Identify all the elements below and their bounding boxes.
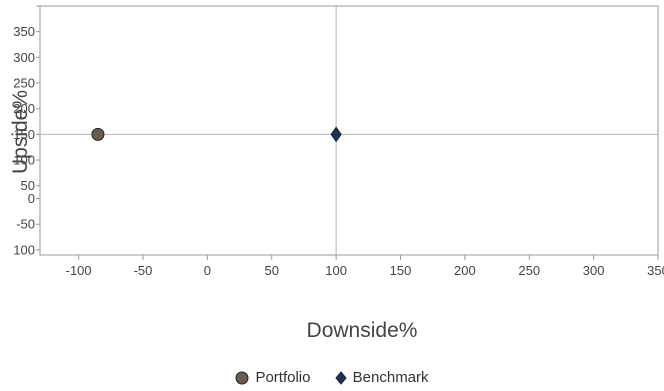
x-tick-label: 200 [454,263,476,278]
x-tick-label: 350 [647,263,664,278]
x-tick-label: 0 [204,263,211,278]
y-tick-label: 100 [13,153,35,168]
y-tick-label: 350 [13,24,35,39]
y-tick-label: 100 [13,242,35,257]
y-tick-label: 150 [13,127,35,142]
x-tick-label: 150 [390,263,412,278]
benchmark-point[interactable] [330,126,342,143]
y-tick-label: 250 [13,76,35,91]
legend-label-portfolio: Portfolio [255,369,311,386]
legend-item-benchmark[interactable]: Benchmark [335,369,429,386]
y-tick-label: 50 [21,178,35,193]
y-tick-label: 300 [13,50,35,65]
y-tick-label: 200 [13,101,35,116]
benchmark-diamond-icon [335,370,347,385]
y-tick-label: 0 [28,191,35,206]
x-tick-label: 50 [265,263,279,278]
x-tick-label: -50 [134,263,153,278]
legend-label-benchmark: Benchmark [352,369,429,386]
legend-item-portfolio[interactable]: Portfolio [235,369,310,386]
legend: Portfolio Benchmark [0,369,664,389]
x-tick-label: -100 [66,263,92,278]
x-axis-title: Downside% [307,319,418,342]
x-tick-label: 100 [325,263,347,278]
x-tick-label: 250 [518,263,540,278]
y-axis-title: Upside% [9,90,32,174]
y-tick-label: -50 [16,217,35,232]
plot-area [39,5,659,256]
portfolio-point[interactable] [91,127,105,141]
x-tick-label: 300 [583,263,605,278]
portfolio-circle-icon [235,371,249,384]
